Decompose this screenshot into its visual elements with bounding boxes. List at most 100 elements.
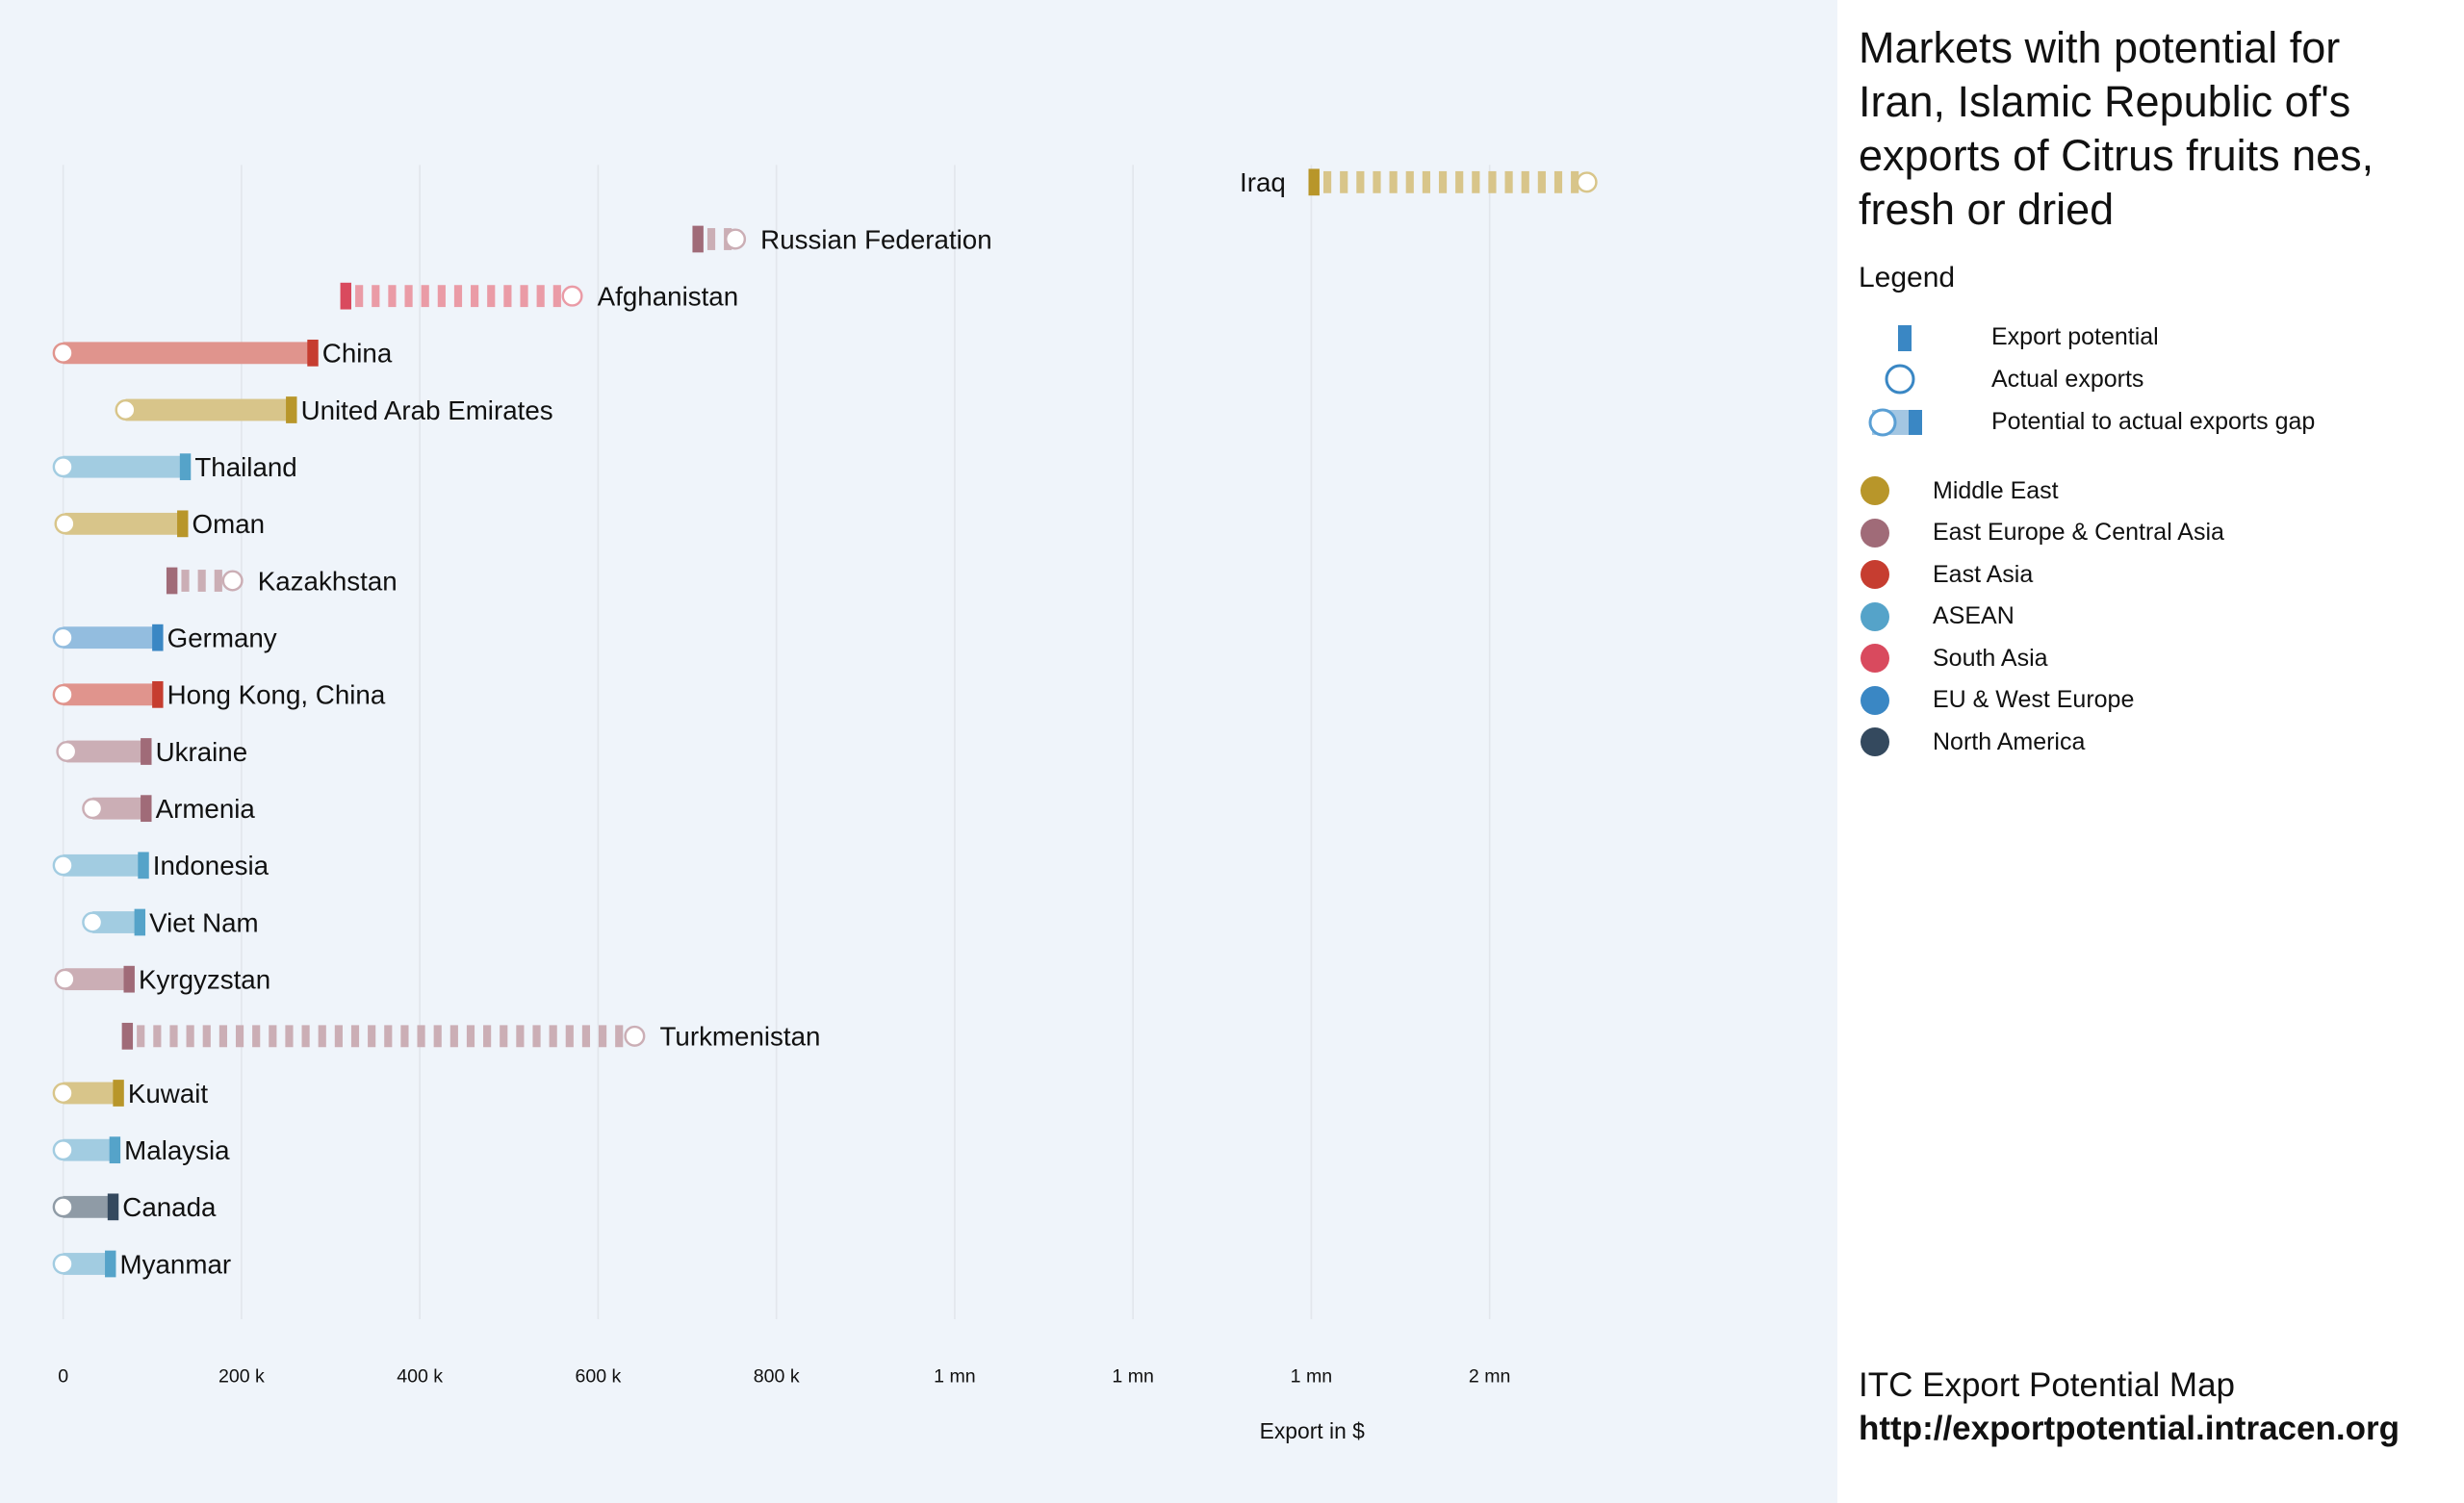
gap-bar	[63, 1138, 116, 1161]
gap-stripe	[1521, 170, 1529, 193]
gap-stripe	[153, 1025, 162, 1048]
gap-stripe	[1322, 170, 1332, 193]
market-row[interactable]: Oman	[54, 509, 266, 539]
gap-bar	[66, 740, 146, 763]
region-dot-icon	[1861, 560, 1889, 589]
gap-stripe	[552, 285, 561, 308]
market-row[interactable]: Malaysia	[52, 1135, 230, 1165]
legend-gap: Potential to actual exports gap	[1859, 402, 2315, 441]
potential-marker	[141, 795, 152, 823]
market-row[interactable]: Russian Federation	[692, 224, 992, 254]
actual-marker	[52, 456, 74, 478]
gap-stripe	[186, 1025, 194, 1048]
legend-region-item: South Asia	[1859, 639, 2048, 677]
gap-stripe	[532, 1025, 541, 1048]
x-tick-label: 1 mn	[1112, 1365, 1154, 1387]
gap-stripe	[706, 228, 716, 250]
potential-marker	[1308, 168, 1320, 196]
gap-bar	[63, 1253, 111, 1275]
gap-stripe	[355, 285, 364, 308]
gap-bar	[92, 911, 141, 933]
potential-marker	[152, 624, 164, 651]
market-label: Thailand	[194, 452, 296, 482]
potential-marker	[286, 396, 297, 423]
potential-marker	[152, 680, 164, 708]
market-row[interactable]: Hong Kong, China	[52, 680, 386, 710]
gap-stripe	[404, 285, 413, 308]
market-row[interactable]: Canada	[52, 1192, 217, 1222]
gap-stripe	[437, 285, 446, 308]
gap-stripe	[453, 285, 463, 308]
gap-bar	[63, 1082, 119, 1105]
potential-marker	[123, 965, 135, 993]
actual-marker	[115, 398, 137, 421]
x-tick-label: 1 mn	[934, 1365, 976, 1387]
market-row[interactable]: Armenia	[82, 794, 255, 824]
market-row[interactable]: Iraq	[1240, 167, 1598, 197]
gap-stripe	[181, 570, 190, 592]
export-potential-icon	[1898, 325, 1912, 351]
region-dot-icon	[1861, 685, 1889, 715]
market-label: Oman	[192, 509, 266, 539]
market-row[interactable]: Germany	[52, 623, 277, 652]
market-row[interactable]: Kazakhstan	[166, 566, 398, 596]
gap-stripe	[350, 1025, 360, 1048]
region-dot-icon	[1861, 476, 1889, 505]
market-label: Kuwait	[128, 1079, 209, 1108]
legend-label: Potential to actual exports gap	[1991, 407, 2316, 435]
x-tick-label: 800 k	[754, 1365, 800, 1387]
legend-label: East Europe & Central Asia	[1933, 519, 2224, 546]
market-row[interactable]: Kuwait	[52, 1079, 209, 1108]
legend-region-item: East Europe & Central Asia	[1859, 514, 2224, 552]
market-label: Iraq	[1240, 167, 1286, 197]
market-row[interactable]: Ukraine	[56, 737, 248, 767]
legend-region-item: EU & West Europe	[1859, 681, 2134, 720]
market-row[interactable]: Kyrgyzstan	[54, 964, 270, 994]
market-row[interactable]: Turkmenistan	[121, 1022, 821, 1052]
market-row[interactable]: United Arab Emirates	[115, 395, 553, 425]
gap-bar	[125, 398, 292, 421]
market-row[interactable]: Afghanistan	[340, 281, 739, 311]
x-tick-label: 1 mn	[1291, 1365, 1333, 1387]
market-label: China	[322, 339, 393, 369]
market-row[interactable]: Myanmar	[52, 1249, 231, 1279]
actual-marker	[52, 1253, 74, 1275]
legend-label: North America	[1933, 727, 2086, 755]
potential-marker	[113, 1080, 124, 1107]
market-row[interactable]: Viet Nam	[82, 907, 259, 937]
source-url[interactable]: http://exportpotential.intracen.org	[1859, 1410, 2400, 1447]
gap-stripe	[503, 285, 512, 308]
legend-label: Export potential	[1991, 322, 2159, 350]
actual-marker	[82, 798, 104, 820]
market-label: Canada	[122, 1192, 217, 1222]
gap-stripe	[1438, 170, 1448, 193]
gap-stripe	[334, 1025, 343, 1048]
actual-marker	[561, 285, 583, 307]
market-label: Indonesia	[153, 851, 270, 880]
gap-stripe	[417, 1025, 425, 1048]
gap-bar	[63, 683, 158, 706]
gap-stripe	[169, 1025, 178, 1048]
gap-stripe	[599, 1025, 607, 1048]
gap-stripe	[137, 1025, 145, 1048]
actual-marker	[1576, 171, 1598, 193]
market-row[interactable]: Thailand	[52, 452, 297, 482]
market-row[interactable]: China	[52, 339, 393, 369]
legend-actual-exports: Actual exports	[1859, 360, 2143, 398]
legend-region-item: East Asia	[1859, 555, 2033, 594]
side-panel	[1837, 0, 2464, 1503]
legend-export-potential: Export potential	[1859, 318, 2159, 356]
legend-region-item: ASEAN	[1859, 598, 2015, 636]
legend-label: ASEAN	[1933, 602, 2015, 629]
gap-stripe	[1373, 170, 1381, 193]
gap-stripe	[285, 1025, 294, 1048]
gap-icon	[1868, 408, 1922, 437]
gap-stripe	[1571, 170, 1579, 193]
gap-stripe	[565, 1025, 574, 1048]
gap-stripe	[301, 1025, 310, 1048]
market-label: Kazakhstan	[258, 566, 398, 596]
gap-stripe	[483, 1025, 492, 1048]
market-row[interactable]: Indonesia	[52, 851, 270, 880]
gap-stripe	[218, 1025, 227, 1048]
